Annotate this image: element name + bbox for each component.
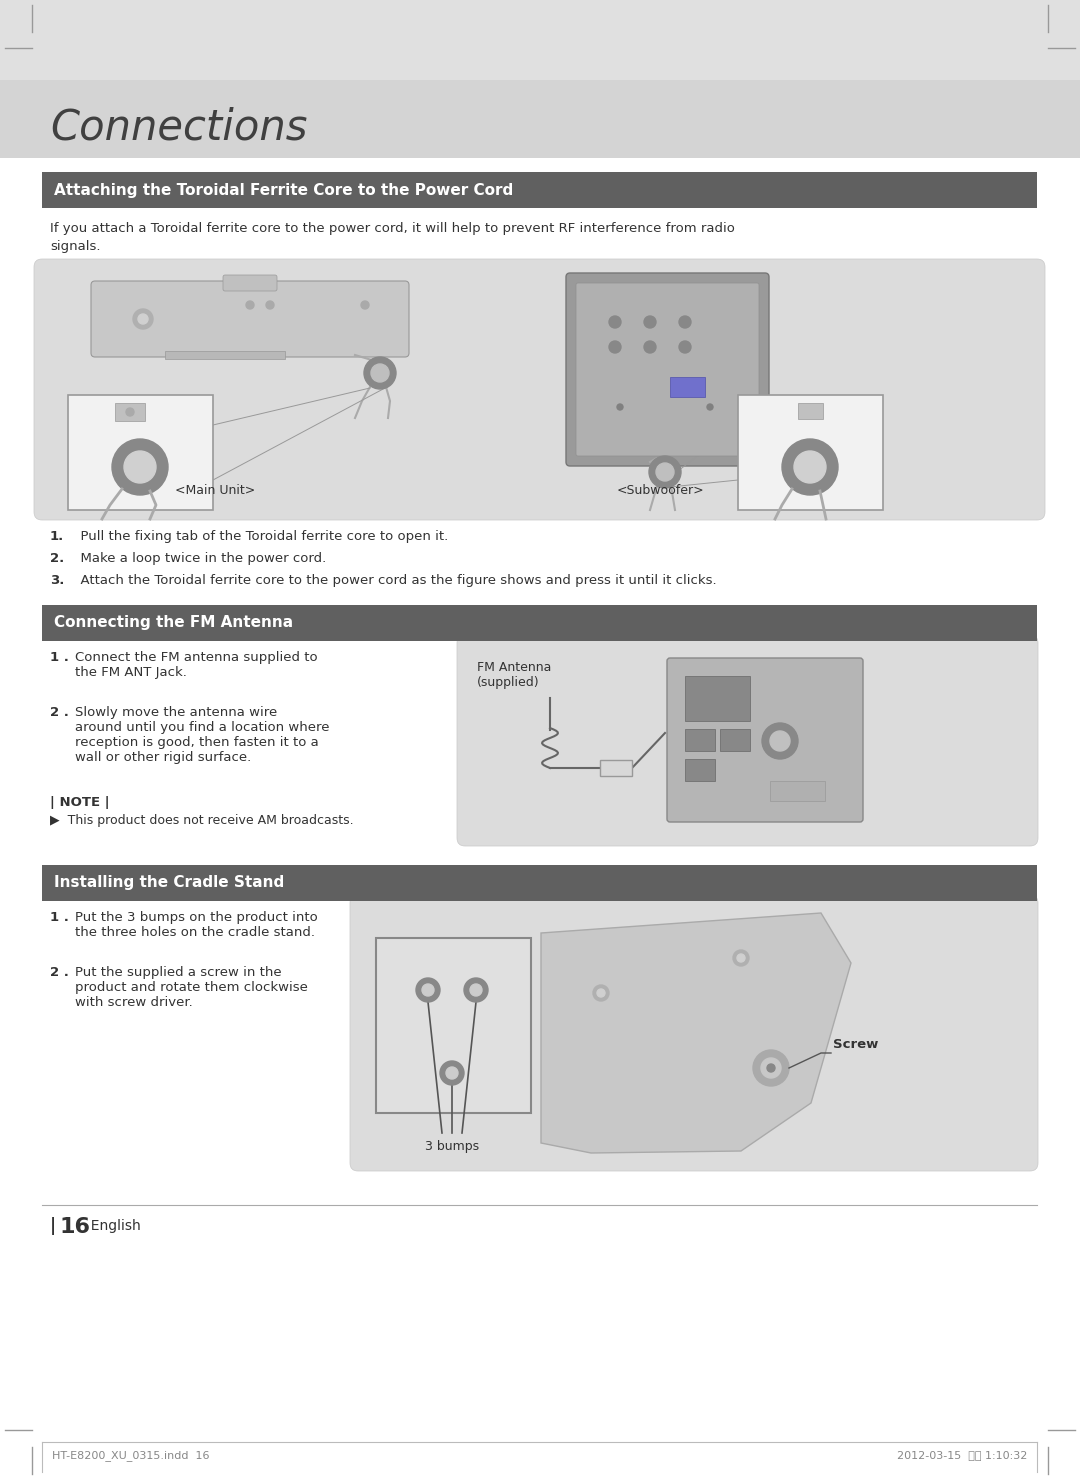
Bar — [114, 402, 145, 422]
Circle shape — [644, 317, 656, 328]
FancyBboxPatch shape — [350, 895, 1038, 1171]
Text: 2 .: 2 . — [50, 705, 69, 719]
Circle shape — [112, 439, 168, 495]
Text: 2012-03-15  오후 1:10:32: 2012-03-15 오후 1:10:32 — [896, 1449, 1027, 1460]
FancyBboxPatch shape — [566, 274, 769, 466]
Text: Connect the FM antenna supplied to
the FM ANT Jack.: Connect the FM antenna supplied to the F… — [75, 651, 318, 679]
Bar — [42, 865, 1037, 901]
Circle shape — [770, 731, 789, 751]
Text: Connections: Connections — [50, 106, 308, 148]
Text: Connecting the FM Antenna: Connecting the FM Antenna — [54, 615, 293, 630]
Bar — [670, 377, 705, 396]
Circle shape — [597, 989, 605, 997]
Circle shape — [124, 451, 156, 484]
Circle shape — [794, 451, 826, 484]
Circle shape — [361, 302, 369, 309]
Bar — [42, 605, 1037, 640]
Circle shape — [679, 342, 691, 353]
Text: If you attach a Toroidal ferrite core to the power cord, it will help to prevent: If you attach a Toroidal ferrite core to… — [50, 222, 734, 235]
Text: Put the 3 bumps on the product into
the three holes on the cradle stand.: Put the 3 bumps on the product into the … — [75, 911, 318, 939]
Bar — [42, 172, 1037, 209]
Text: Screw: Screw — [833, 1038, 878, 1052]
Circle shape — [138, 314, 148, 324]
Circle shape — [644, 342, 656, 353]
Text: 2.: 2. — [50, 552, 64, 565]
Text: 3 bumps: 3 bumps — [424, 1140, 480, 1154]
Text: Slowly move the antenna wire
around until you find a location where
reception is: Slowly move the antenna wire around unti… — [75, 705, 329, 765]
Text: <Subwoofer>: <Subwoofer> — [617, 484, 704, 497]
Circle shape — [762, 723, 798, 759]
Text: 2 .: 2 . — [50, 966, 69, 979]
Bar — [68, 395, 213, 510]
Circle shape — [446, 1066, 458, 1080]
Circle shape — [761, 1057, 781, 1078]
FancyBboxPatch shape — [91, 281, 409, 356]
FancyBboxPatch shape — [576, 282, 759, 456]
Circle shape — [782, 439, 838, 495]
Circle shape — [609, 342, 621, 353]
Bar — [376, 938, 531, 1114]
Circle shape — [609, 317, 621, 328]
FancyBboxPatch shape — [667, 658, 863, 822]
Text: 1 .: 1 . — [50, 651, 69, 664]
Circle shape — [126, 408, 134, 416]
Text: 3.: 3. — [50, 574, 65, 587]
Text: 1.: 1. — [50, 529, 64, 543]
Circle shape — [656, 463, 674, 481]
Bar — [770, 781, 825, 802]
Bar — [798, 402, 823, 419]
Bar — [738, 395, 883, 510]
Circle shape — [649, 456, 681, 488]
Text: ▶  This product does not receive AM broadcasts.: ▶ This product does not receive AM broad… — [50, 813, 353, 827]
FancyBboxPatch shape — [33, 259, 1045, 521]
Circle shape — [464, 978, 488, 1001]
Bar — [0, 0, 1080, 158]
Bar — [685, 729, 715, 751]
Text: 1 .: 1 . — [50, 911, 69, 924]
Text: signals.: signals. — [50, 240, 100, 253]
Circle shape — [733, 950, 750, 966]
Text: FM Antenna
(supplied): FM Antenna (supplied) — [477, 661, 552, 689]
Text: Put the supplied a screw in the
product and rotate them clockwise
with screw dri: Put the supplied a screw in the product … — [75, 966, 308, 1009]
Circle shape — [364, 356, 396, 389]
FancyBboxPatch shape — [457, 634, 1038, 846]
Polygon shape — [541, 913, 851, 1154]
Bar — [165, 351, 285, 359]
Bar — [720, 729, 750, 751]
Bar — [0, 0, 1080, 80]
Circle shape — [372, 364, 389, 382]
Text: Make a loop twice in the power cord.: Make a loop twice in the power cord. — [72, 552, 326, 565]
Text: Installing the Cradle Stand: Installing the Cradle Stand — [54, 876, 284, 890]
Circle shape — [266, 302, 274, 309]
Bar — [600, 760, 632, 776]
Circle shape — [246, 302, 254, 309]
Bar — [685, 759, 715, 781]
Bar — [685, 676, 750, 720]
Circle shape — [593, 985, 609, 1001]
Text: <Main Unit>: <Main Unit> — [175, 484, 255, 497]
Circle shape — [416, 978, 440, 1001]
Circle shape — [707, 404, 713, 410]
Text: Attach the Toroidal ferrite core to the power cord as the figure shows and press: Attach the Toroidal ferrite core to the … — [72, 574, 717, 587]
Text: 16: 16 — [60, 1217, 91, 1236]
Circle shape — [617, 404, 623, 410]
Text: English: English — [82, 1219, 140, 1233]
Text: | NOTE |: | NOTE | — [50, 796, 110, 809]
Circle shape — [422, 984, 434, 995]
Text: |: | — [50, 1217, 62, 1235]
Circle shape — [440, 1060, 464, 1086]
Text: Pull the fixing tab of the Toroidal ferrite core to open it.: Pull the fixing tab of the Toroidal ferr… — [72, 529, 448, 543]
Bar — [0, 158, 1080, 1479]
Text: HT-E8200_XU_0315.indd  16: HT-E8200_XU_0315.indd 16 — [52, 1449, 210, 1461]
Circle shape — [470, 984, 482, 995]
FancyBboxPatch shape — [222, 275, 276, 291]
Circle shape — [753, 1050, 789, 1086]
Circle shape — [737, 954, 745, 961]
Circle shape — [767, 1063, 775, 1072]
Text: Attaching the Toroidal Ferrite Core to the Power Cord: Attaching the Toroidal Ferrite Core to t… — [54, 182, 513, 198]
Circle shape — [679, 317, 691, 328]
Circle shape — [133, 309, 153, 328]
